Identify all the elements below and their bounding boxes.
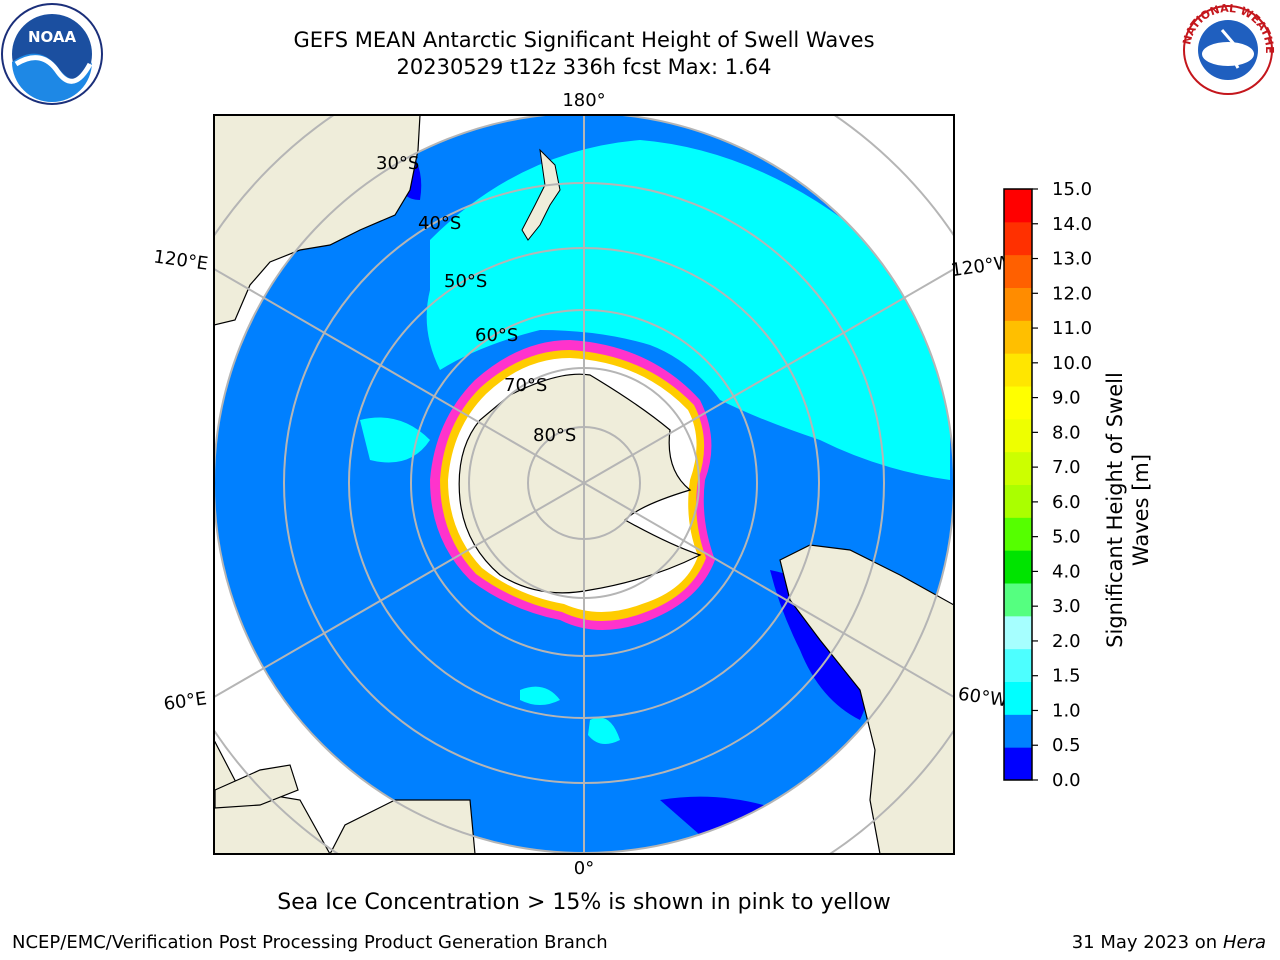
colorbar-tick-label: 15.0 (1052, 179, 1092, 200)
run-date-text: 31 May 2023 on (1071, 932, 1218, 953)
colorbar-bin (1004, 418, 1032, 453)
colorbar-bin (1004, 681, 1032, 715)
colorbar-bin (1004, 615, 1032, 650)
colorbar-tick-label: 0.5 (1052, 735, 1081, 756)
colorbar-bin (1004, 484, 1032, 518)
colorbar: 15.0 14.0 13.0 12.0 11.0 10.0 9.0 8.0 7.0 6.0 5.0 4… (1003, 179, 1092, 791)
colorbar-tick-label: 5.0 (1052, 527, 1081, 548)
lat-label-50s: 50°S (444, 271, 487, 292)
run-machine: Hera (1222, 932, 1266, 953)
colorbar-bin (1004, 320, 1032, 354)
credit-text: NCEP/EMC/Verification Post Processing Pr… (12, 932, 608, 953)
colorbar-bin (1004, 583, 1032, 617)
colorbar-tick-label: 8.0 (1052, 422, 1081, 443)
lat-label-30s: 30°S (376, 153, 419, 174)
colorbar-tick-label: 13.0 (1052, 249, 1092, 270)
colorbar-tick-label: 3.0 (1052, 596, 1081, 617)
colorbar-tick-label: 0.0 (1052, 770, 1081, 791)
colorbar-bin (1004, 714, 1032, 748)
colorbar-bin (1004, 451, 1032, 485)
lat-label-70s: 70°S (504, 375, 547, 396)
colorbar-bin (1004, 287, 1032, 321)
map-frame (213, 114, 955, 855)
colorbar-bin (1004, 189, 1032, 223)
lon-label-0: 0° (574, 858, 594, 879)
colorbar-bin (1004, 254, 1032, 288)
colorbar-tick-label: 10.0 (1052, 353, 1092, 374)
run-date: 31 May 2023 on Hera (1072, 932, 1266, 953)
colorbar-title: Significant Height of Swell Waves [m] (1103, 372, 1153, 648)
colorbar-frame (1003, 188, 1033, 781)
swell-1-1.5m-region (426, 140, 951, 480)
lon-label-60w: 60°W (957, 684, 1009, 712)
colorbar-bin (1004, 648, 1032, 682)
colorbar-tick-label: 11.0 (1052, 318, 1092, 339)
chart-subtitle: 20230529 t12z 336h fcst Max: 1.64 (396, 55, 772, 79)
antarctica-landmass (458, 373, 702, 594)
lat-label-80s: 80°S (533, 425, 576, 446)
new-zealand-landmass (521, 148, 561, 241)
colorbar-tick-label: 6.0 (1052, 492, 1081, 513)
noaa-logo-text: NOAA (28, 28, 77, 46)
lon-label-120e: 120°E (152, 246, 209, 274)
colorbar-bin (1004, 353, 1032, 387)
colorbar-tick-label: 1.0 (1052, 700, 1081, 721)
colorbar-bin (1004, 517, 1032, 551)
colorbar-bin (1004, 221, 1032, 256)
colorbar-tick-label: 14.0 (1052, 214, 1092, 235)
sea-ice-note: Sea Ice Concentration > 15% is shown in … (277, 890, 891, 915)
lon-label-180: 180° (562, 90, 605, 111)
lon-label-60e: 60°E (162, 688, 208, 715)
colorbar-tick-label: 12.0 (1052, 283, 1092, 304)
colorbar-tick-label: 7.0 (1052, 457, 1081, 478)
colorbar-bin (1004, 550, 1032, 584)
colorbar-tick-label: 9.0 (1052, 388, 1081, 409)
colorbar-bin (1004, 386, 1032, 420)
lat-label-40s: 40°S (418, 213, 461, 234)
nws-logo: NATIONAL WEATHER SERVICE (1176, 2, 1276, 95)
chart-title: GEFS MEAN Antarctic Significant Height o… (293, 28, 875, 52)
noaa-logo: NOAA (1, 3, 103, 105)
colorbar-tick-label: 2.0 (1052, 631, 1081, 652)
lat-label-60s: 60°S (475, 325, 518, 346)
colorbar-tick-label: 4.0 (1052, 561, 1081, 582)
colorbar-bin (1004, 747, 1032, 781)
colorbar-tick-label: 1.5 (1052, 666, 1081, 687)
